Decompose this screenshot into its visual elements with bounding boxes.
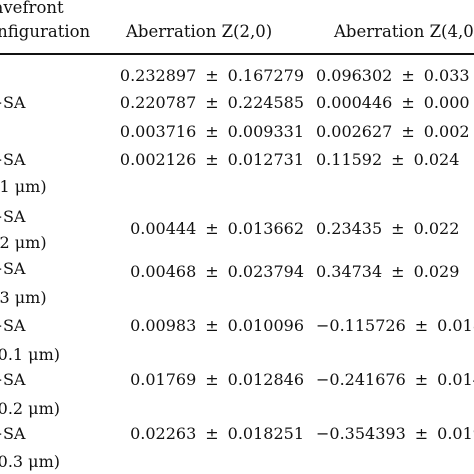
row-config: A+SA [0, 424, 26, 443]
row-config-sub: (−0.1 μm) [0, 345, 60, 364]
row-z20: 0.002126 ±0.012731 [119, 150, 304, 169]
row-z40: 0.096302 ±0.033 [316, 66, 470, 85]
header-z20: Aberration Z(2,0) [126, 22, 273, 41]
header-config-line1: Wavefront [0, 0, 64, 17]
row-z40: −0.115726±0.018 [316, 316, 474, 335]
row-config-sub: (−0.3 μm) [0, 452, 60, 471]
row-config: A+SA [0, 93, 26, 112]
header-z40: Aberration Z(4,0) [334, 22, 474, 41]
row-z20: 0.232897 ±0.167279 [119, 66, 304, 85]
row-z20: 0.01769 ±0.012846 [130, 370, 304, 389]
row-z40: 0.000446 ±0.000 [316, 93, 470, 112]
header-rule [0, 53, 474, 55]
row-config-sub: (0.2 μm) [0, 233, 47, 252]
row-z40: 0.23435 ±0.022 [316, 219, 460, 238]
row-config: A+SA [0, 150, 26, 169]
row-z20: 0.00983 ±0.010096 [130, 316, 304, 335]
row-config: A+SA [0, 259, 26, 278]
header-config-line2: configuration [0, 22, 91, 41]
row-z20: 0.02263 ±0.018251 [130, 424, 304, 443]
row-config-sub: (0.1 μm) [0, 177, 47, 196]
row-z20: 0.220787 ±0.224585 [119, 93, 304, 112]
row-config-sub: (0.3 μm) [0, 288, 47, 307]
row-z40: −0.354393±0.019 [316, 424, 474, 443]
row-z40: 0.002627 ±0.002 [316, 122, 470, 141]
row-z40: 0.34734 ±0.029 [316, 262, 460, 281]
row-z40: 0.11592 ±0.024 [316, 150, 460, 169]
row-z20: 0.00444 ±0.013662 [130, 219, 304, 238]
row-z40: −0.241676±0.014 [316, 370, 474, 389]
row-config: A+SA [0, 370, 26, 389]
row-z20: 0.00468 ±0.023794 [130, 262, 304, 281]
row-config-sub: (−0.2 μm) [0, 399, 60, 418]
row-z20: 0.003716 ±0.009331 [119, 122, 304, 141]
row-config: A+SA [0, 316, 26, 335]
row-config: A+SA [0, 207, 26, 226]
